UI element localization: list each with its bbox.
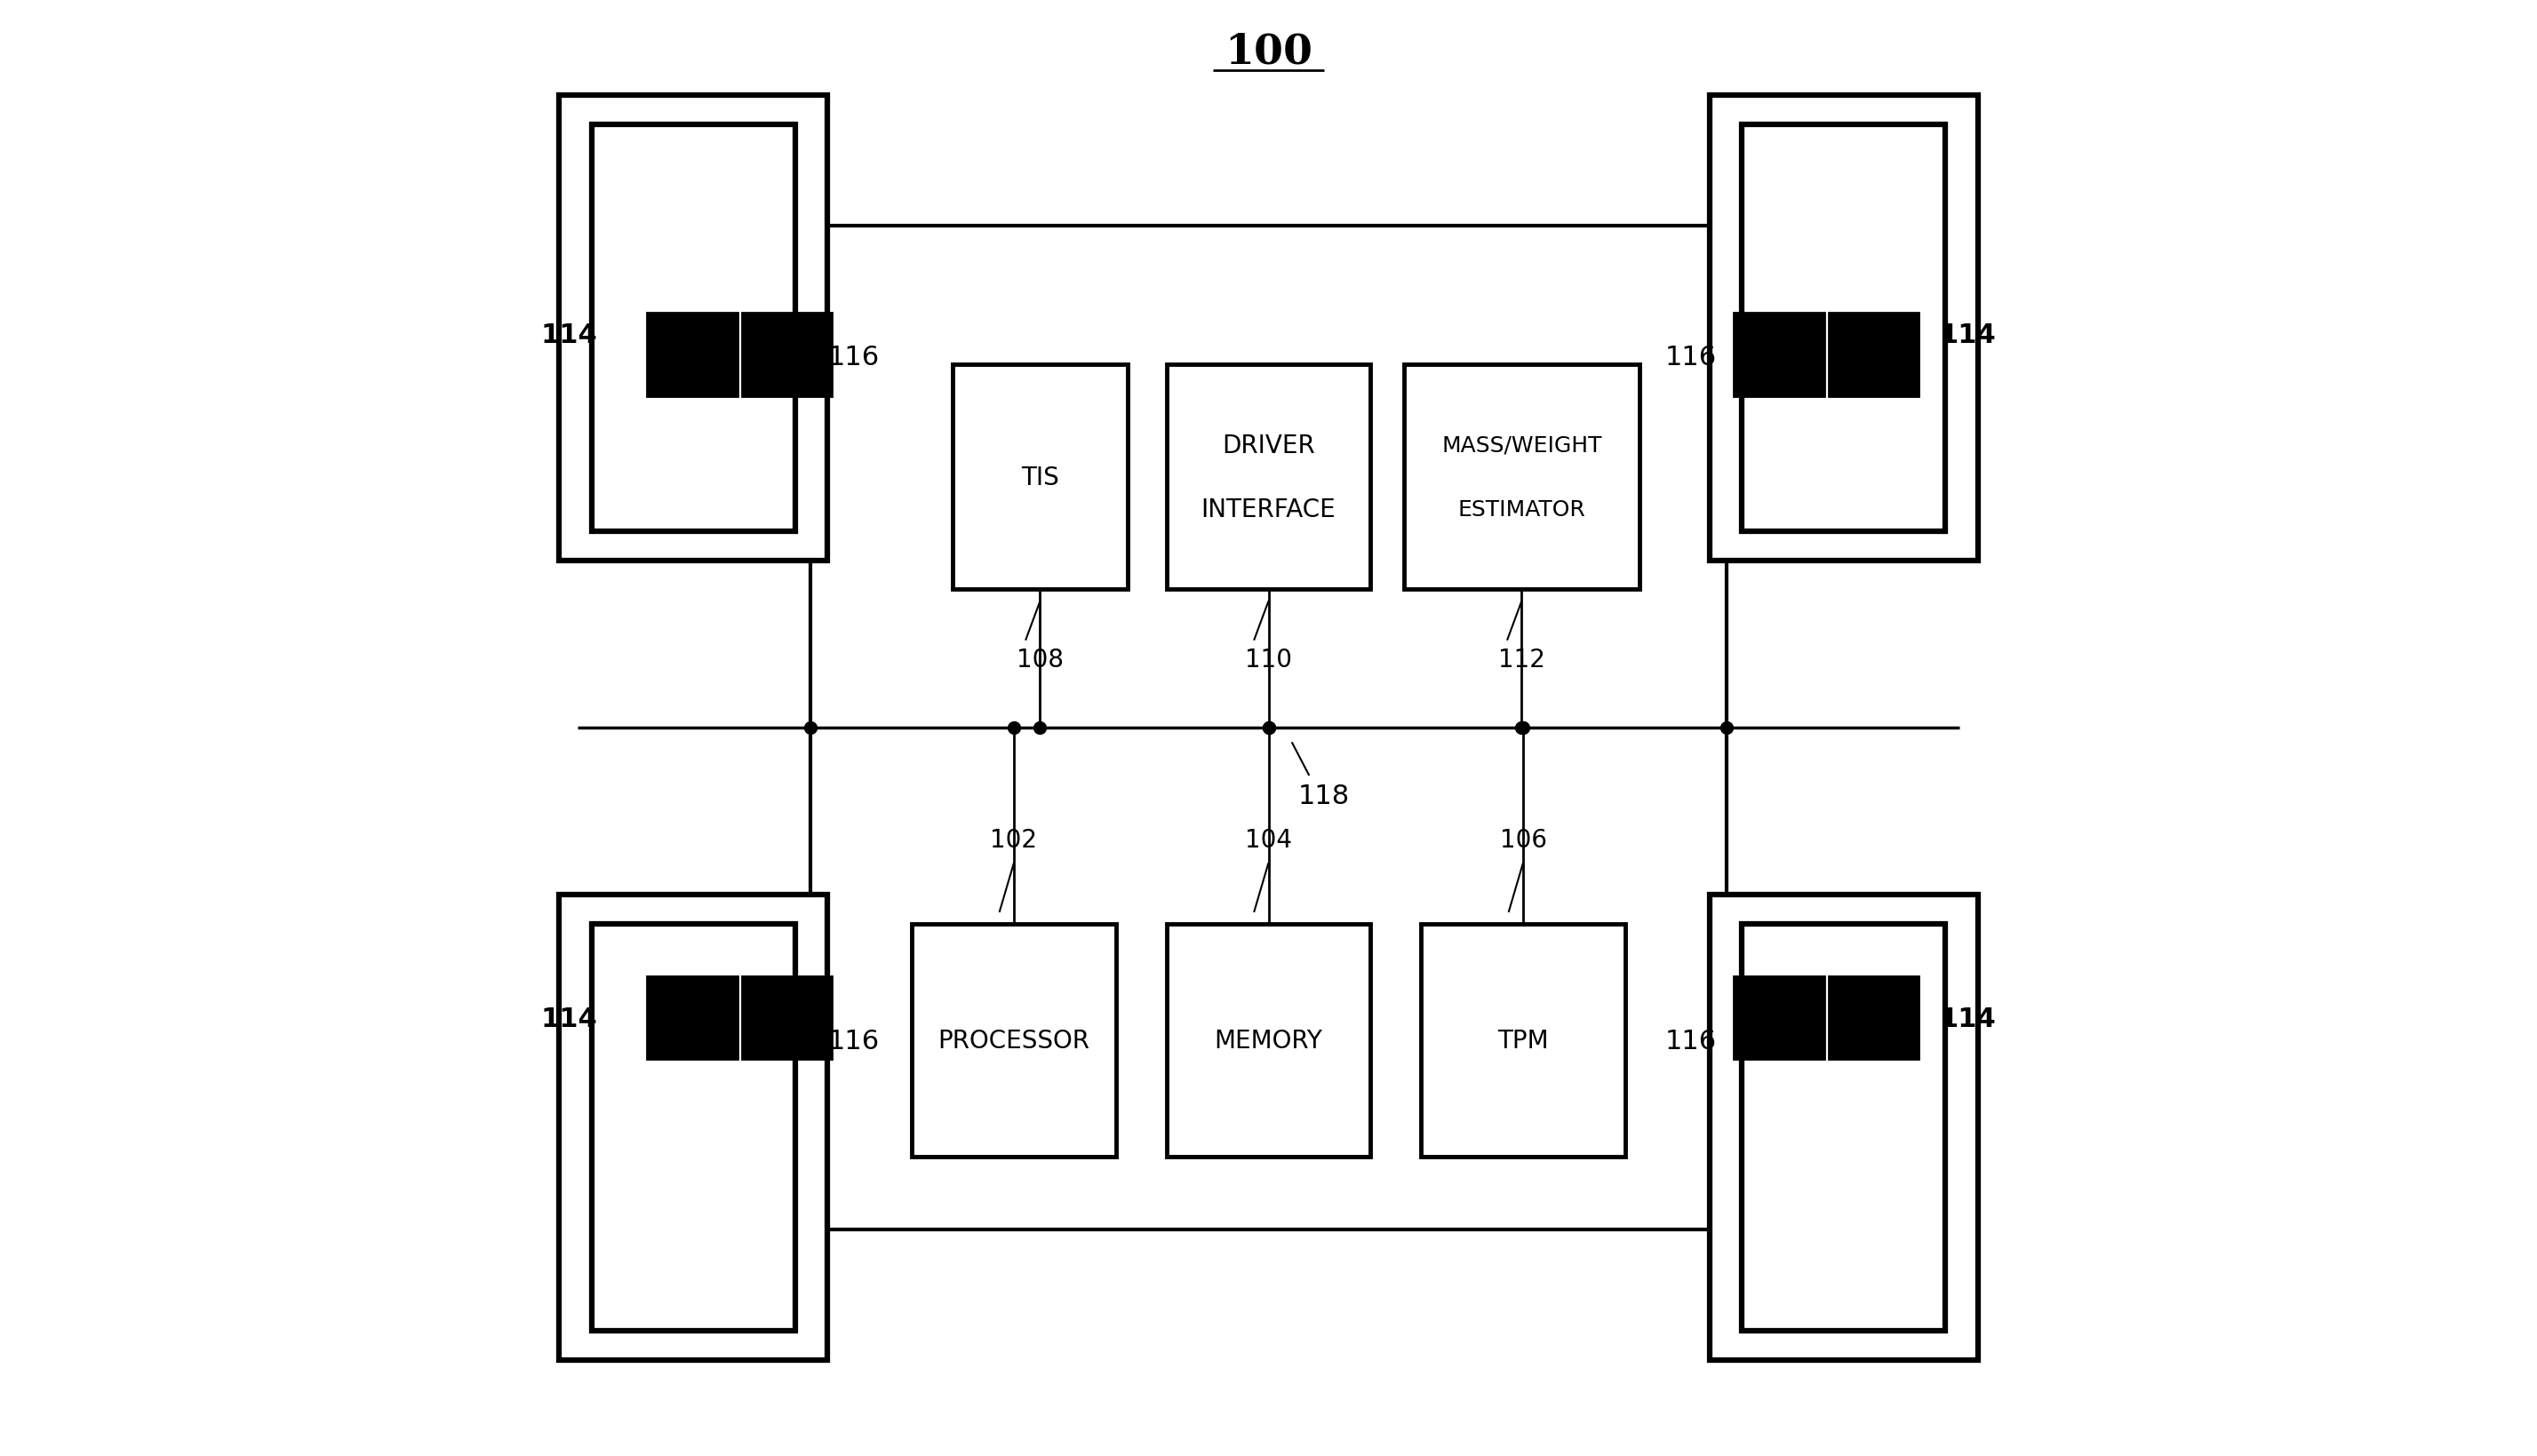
Bar [1167, 364, 1370, 590]
Bar [558, 895, 827, 1360]
Text: INTERFACE: INTERFACE [1200, 496, 1337, 521]
Text: 114: 114 [540, 323, 599, 348]
Text: TIS: TIS [1857, 347, 1890, 364]
Bar [591, 125, 797, 531]
Bar [647, 977, 738, 1060]
Bar [1710, 96, 1979, 561]
Bar [1829, 313, 1918, 396]
Text: 118: 118 [1299, 783, 1350, 810]
Text: TIS: TIS [1857, 1009, 1890, 1026]
Bar [954, 364, 1126, 590]
Bar [1829, 977, 1918, 1060]
Text: 116: 116 [1664, 345, 1715, 370]
Text: 100: 100 [1225, 32, 1312, 73]
Text: TIS: TIS [1020, 464, 1058, 489]
Bar [1421, 925, 1624, 1158]
Text: 116: 116 [827, 345, 880, 370]
Text: TPS: TPS [766, 1009, 809, 1026]
Bar [1167, 925, 1370, 1158]
Bar [741, 313, 832, 396]
Bar [741, 977, 832, 1060]
Text: 116: 116 [1664, 1028, 1715, 1053]
Text: TPS: TPS [1758, 1009, 1801, 1026]
Text: 116: 116 [827, 1028, 880, 1053]
Text: 102: 102 [989, 827, 1038, 852]
Bar [647, 313, 738, 396]
Bar [913, 925, 1116, 1158]
Text: TIS: TIS [675, 1009, 710, 1026]
Text: ESTIMATOR: ESTIMATOR [1459, 498, 1586, 520]
Text: PROCESSOR: PROCESSOR [939, 1028, 1091, 1053]
Bar [1735, 977, 1824, 1060]
Text: 106: 106 [1499, 827, 1548, 852]
Bar [1740, 125, 1946, 531]
Text: MEMORY: MEMORY [1215, 1028, 1322, 1053]
Text: MASS/WEIGHT: MASS/WEIGHT [1441, 435, 1601, 456]
Text: DRIVER: DRIVER [1223, 432, 1314, 457]
Text: 114: 114 [1938, 323, 1997, 348]
Bar [1403, 364, 1639, 590]
Text: 108: 108 [1017, 648, 1063, 673]
Bar [1710, 895, 1979, 1360]
Bar [1740, 925, 1946, 1331]
Bar [1735, 313, 1824, 396]
Text: TPS: TPS [766, 347, 809, 364]
Bar [558, 96, 827, 561]
Text: TPS: TPS [1758, 347, 1801, 364]
Text: TIS: TIS [675, 347, 710, 364]
Text: TPM: TPM [1497, 1028, 1548, 1053]
Text: 104: 104 [1246, 827, 1291, 852]
Text: 114: 114 [540, 1006, 599, 1032]
Text: 112: 112 [1499, 648, 1545, 673]
Text: 114: 114 [1938, 1006, 1997, 1032]
Text: 110: 110 [1246, 648, 1291, 673]
Bar [591, 925, 797, 1331]
